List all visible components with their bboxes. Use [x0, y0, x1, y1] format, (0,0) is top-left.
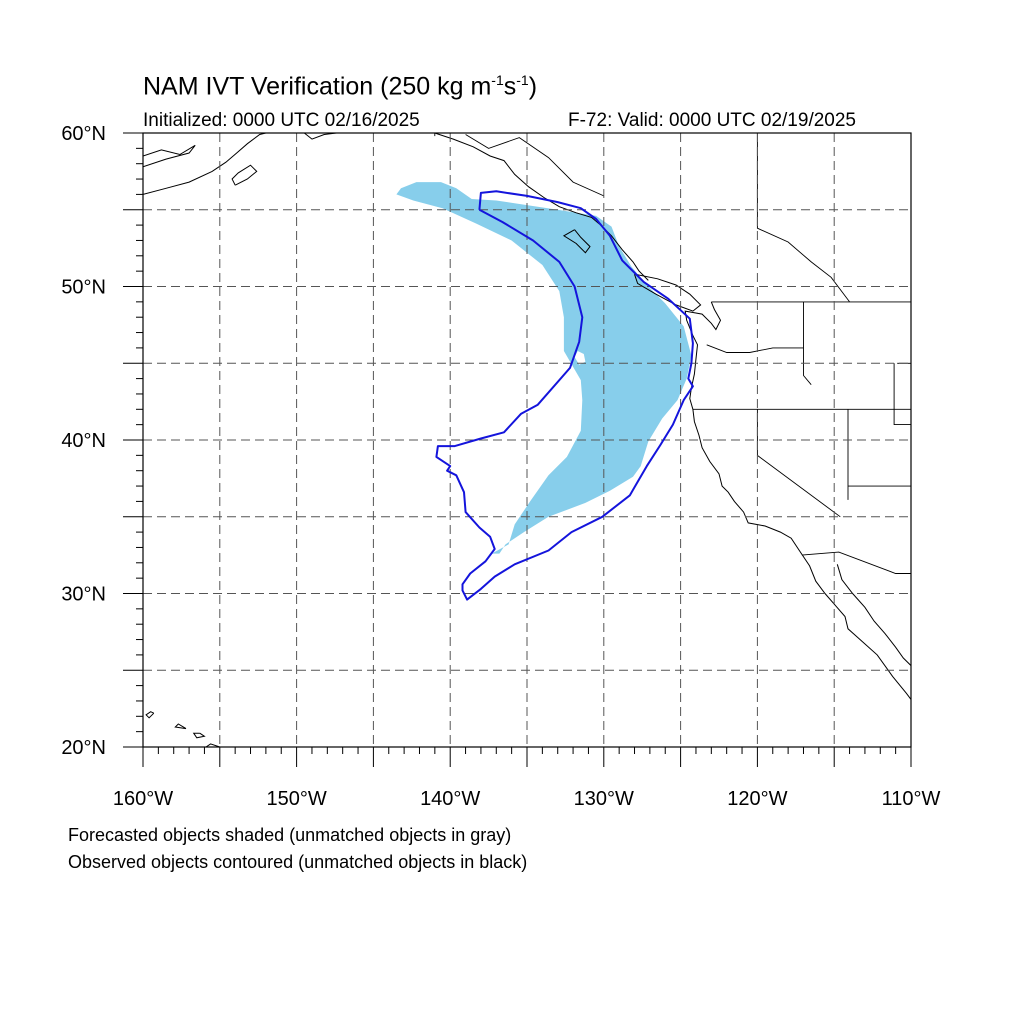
longitude-label: 150°W: [266, 788, 326, 810]
latitude-label: 50°N: [61, 277, 106, 299]
gridline-layer: [143, 133, 911, 747]
coastline: [205, 743, 220, 747]
coastline: [145, 711, 155, 719]
coastline: [634, 273, 702, 312]
political-border: [803, 301, 812, 385]
coastline: [684, 301, 911, 700]
latitude-label: 30°N: [61, 584, 106, 606]
coastline: [174, 723, 187, 730]
longitude-label: 120°W: [727, 788, 787, 810]
map-title: NAM IVT Verification (250 kg m-1s-1): [143, 72, 538, 101]
political-border: [893, 363, 911, 426]
coastline: [143, 144, 196, 168]
political-border: [706, 344, 804, 353]
valid-time: F-72: Valid: 0000 UTC 02/19/2025: [568, 110, 856, 131]
footer-observed-note: Observed objects contoured (unmatched ob…: [68, 852, 528, 872]
longitude-label: 140°W: [420, 788, 480, 810]
political-border: [756, 409, 841, 518]
longitude-label: 130°W: [574, 788, 634, 810]
coastline: [143, 133, 267, 195]
map-frame: [123, 132, 912, 767]
coastline: [562, 229, 591, 254]
footer-forecast-note: Forecasted objects shaded (unmatched obj…: [68, 825, 512, 845]
observed-layer: [435, 190, 694, 601]
coastline: [836, 564, 911, 666]
political-border: [756, 133, 850, 303]
latitude-label: 40°N: [61, 430, 106, 452]
forecast-layer: [396, 182, 692, 554]
coastline: [303, 133, 337, 140]
coastline: [192, 732, 206, 739]
initialized-time: Initialized: 0000 UTC 02/16/2025: [143, 110, 420, 131]
coastline: [434, 133, 649, 281]
axis-labels: 60°N 50°N 40°N 30°N 20°N 160°W 150°W 140°W 130°W…: [61, 123, 940, 810]
longitude-label: 160°W: [113, 788, 173, 810]
forecast-object-shading: [396, 182, 692, 554]
coastline: [231, 164, 258, 186]
latitude-label: 20°N: [61, 737, 106, 759]
latitude-label: 60°N: [61, 123, 106, 145]
coastline-layer: [143, 133, 911, 747]
longitude-label: 110°W: [882, 788, 941, 810]
observed-object-contour: [435, 190, 694, 601]
political-border: [801, 551, 911, 574]
political-border: [465, 134, 604, 197]
